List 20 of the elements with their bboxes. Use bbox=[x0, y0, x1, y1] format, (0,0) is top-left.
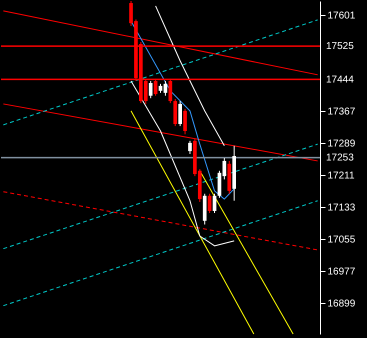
candlestick bbox=[208, 193, 212, 214]
y-tick-label: 16899 bbox=[328, 298, 356, 310]
y-tick-label: 17055 bbox=[328, 234, 356, 246]
y-tick-label: 17367 bbox=[328, 106, 356, 118]
ref-line-label: 17444 bbox=[326, 74, 354, 86]
y-tick-label: 17601 bbox=[328, 10, 356, 22]
line-series bbox=[130, 80, 235, 246]
line-series bbox=[155, 5, 225, 146]
candlestick bbox=[183, 108, 187, 135]
y-tick-label: 17211 bbox=[328, 170, 356, 182]
candlestick bbox=[148, 80, 153, 99]
ref-line-label: 17253 bbox=[326, 152, 354, 164]
ref-line-label: 17525 bbox=[326, 41, 354, 52]
y-tick-label: 17289 bbox=[328, 138, 356, 150]
candlestick bbox=[178, 100, 182, 127]
candlestick bbox=[212, 193, 216, 214]
candlestick bbox=[188, 140, 192, 154]
y-tick-label: 17133 bbox=[328, 202, 356, 214]
candlestick bbox=[173, 98, 178, 127]
y-tick-label: 16977 bbox=[328, 266, 356, 278]
